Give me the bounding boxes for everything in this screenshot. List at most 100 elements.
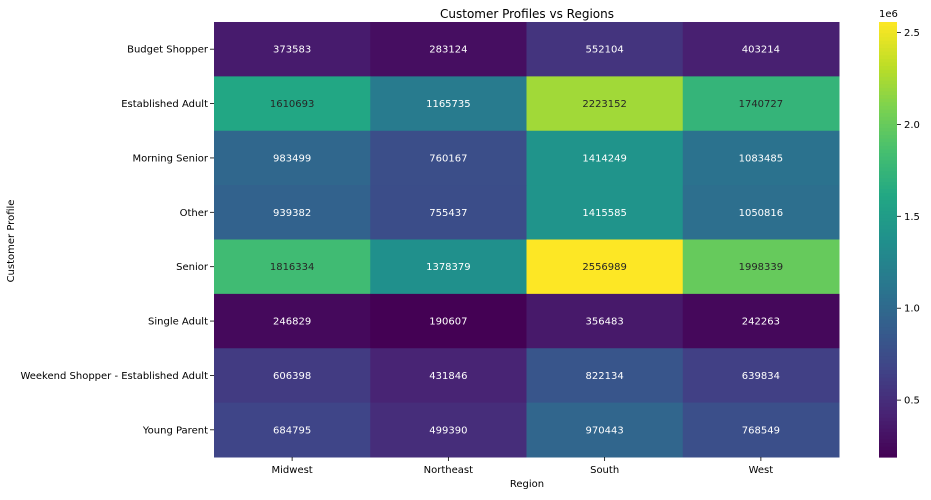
colorbar-segment [879,446,897,451]
colorbar-segment [879,188,897,193]
heatmap-cell [214,293,371,349]
colorbar-segment [879,141,897,146]
x-tick-label: West [749,465,774,476]
cell-value-label: 1378379 [426,262,471,273]
colorbar-segment [879,105,897,110]
colorbar-segment [879,98,897,103]
cell-value-label: 983499 [273,153,311,164]
cell-value-label: 242263 [742,317,780,328]
colorbar-segment [879,167,897,172]
heatmap-cell [682,185,840,240]
colorbar-segment [879,134,897,139]
colorbar-segment [879,159,897,164]
colorbar-segment [879,348,897,353]
y-tick-label: Morning Senior [132,153,208,164]
colorbar-segment [879,61,897,67]
colorbar-segment [879,449,897,454]
heatmap-cell [682,130,840,186]
colorbar-segment [879,312,897,317]
colorbar-segment [879,177,897,183]
colorbar-segment [879,109,897,114]
y-tick-label: Senior [176,262,209,273]
cell-value-label: 684795 [273,425,311,436]
cell-value-label: 1083485 [739,153,784,164]
heatmap-cell [682,22,840,77]
colorbar-segment [879,196,897,201]
colorbar-segment [879,453,897,458]
colorbar-segment [879,225,897,230]
colorbar-segment [879,235,897,241]
heatmap-cell [682,239,840,295]
heatmap-cell [526,76,684,132]
cell-value-label: 552104 [586,45,624,56]
colorbar-segment [879,163,897,168]
heatmap-cell [370,402,527,458]
heatmap-cell [682,293,840,349]
colorbar-segment [879,442,897,447]
colorbar-segment [879,145,897,150]
colorbar-segment [879,90,897,96]
colorbar-segment [879,112,897,117]
colorbar-segment [879,22,897,27]
colorbar-segment [879,431,897,436]
heatmap-cell [526,22,684,77]
colorbar-segment [879,174,897,179]
colorbar-segment [879,304,897,309]
colorbar-segment [879,286,897,291]
colorbar-segment [879,228,897,233]
colorbar-multiplier-label: 1e6 [879,9,898,20]
colorbar-segment [879,409,897,415]
colorbar-segment [879,192,897,197]
colorbar-tick-label: 2.5 [904,28,920,39]
colorbar-segment [879,319,897,324]
colorbar-segment [879,217,897,222]
colorbar-segment [879,301,897,306]
colorbar: 0.5 1.0 1.5 2.0 2.5 1e6 [879,9,920,458]
colorbar-segment [879,435,897,440]
heatmap-cell [682,76,840,132]
colorbar-segment [879,185,897,190]
colorbar-segment [879,156,897,161]
y-tick-label: Other [180,208,209,219]
colorbar-segment [879,351,897,357]
colorbar-segment [879,65,897,70]
heatmap-cell [370,130,527,186]
chart-title: Customer Profiles vs Regions [440,7,614,21]
heatmap-cell [214,348,371,404]
colorbar-segment [879,264,897,270]
cell-value-label: 1414249 [582,153,627,164]
colorbar-segment [879,420,897,425]
cell-value-label: 2556989 [582,262,627,273]
heatmap-cell [214,185,371,240]
colorbar-segment [879,246,897,251]
colorbar-segment [879,406,897,411]
x-axis: Midwest Northeast South West [272,457,774,476]
colorbar-segment [879,373,897,378]
heatmap-cell [682,348,840,404]
cell-value-label: 1816334 [270,262,315,273]
heatmap-cell [526,293,684,349]
colorbar-segment [879,58,897,63]
colorbar-segment [879,32,897,38]
cell-value-label: 606398 [273,371,311,382]
colorbar-segment [879,366,897,371]
colorbar-segment [879,391,897,396]
colorbar-segment [879,40,897,45]
colorbar-segment [879,254,897,259]
cell-value-label: 1050816 [739,208,784,219]
colorbar-segment [879,221,897,226]
colorbar-segment [879,315,897,320]
colorbar-segment [879,72,897,77]
colorbar-segment [879,308,897,313]
y-tick-label: Young Parent [142,425,208,436]
colorbar-segment [879,250,897,255]
colorbar-tick-label: 1.5 [904,212,920,223]
colorbar-segment [879,36,897,41]
colorbar-segment [879,130,897,135]
y-tick-label: Weekend Shopper - Established Adult [20,371,208,382]
colorbar-segment [879,148,897,154]
cell-value-label: 373583 [273,45,311,56]
colorbar-segment [879,355,897,360]
colorbar-segment [879,333,897,338]
